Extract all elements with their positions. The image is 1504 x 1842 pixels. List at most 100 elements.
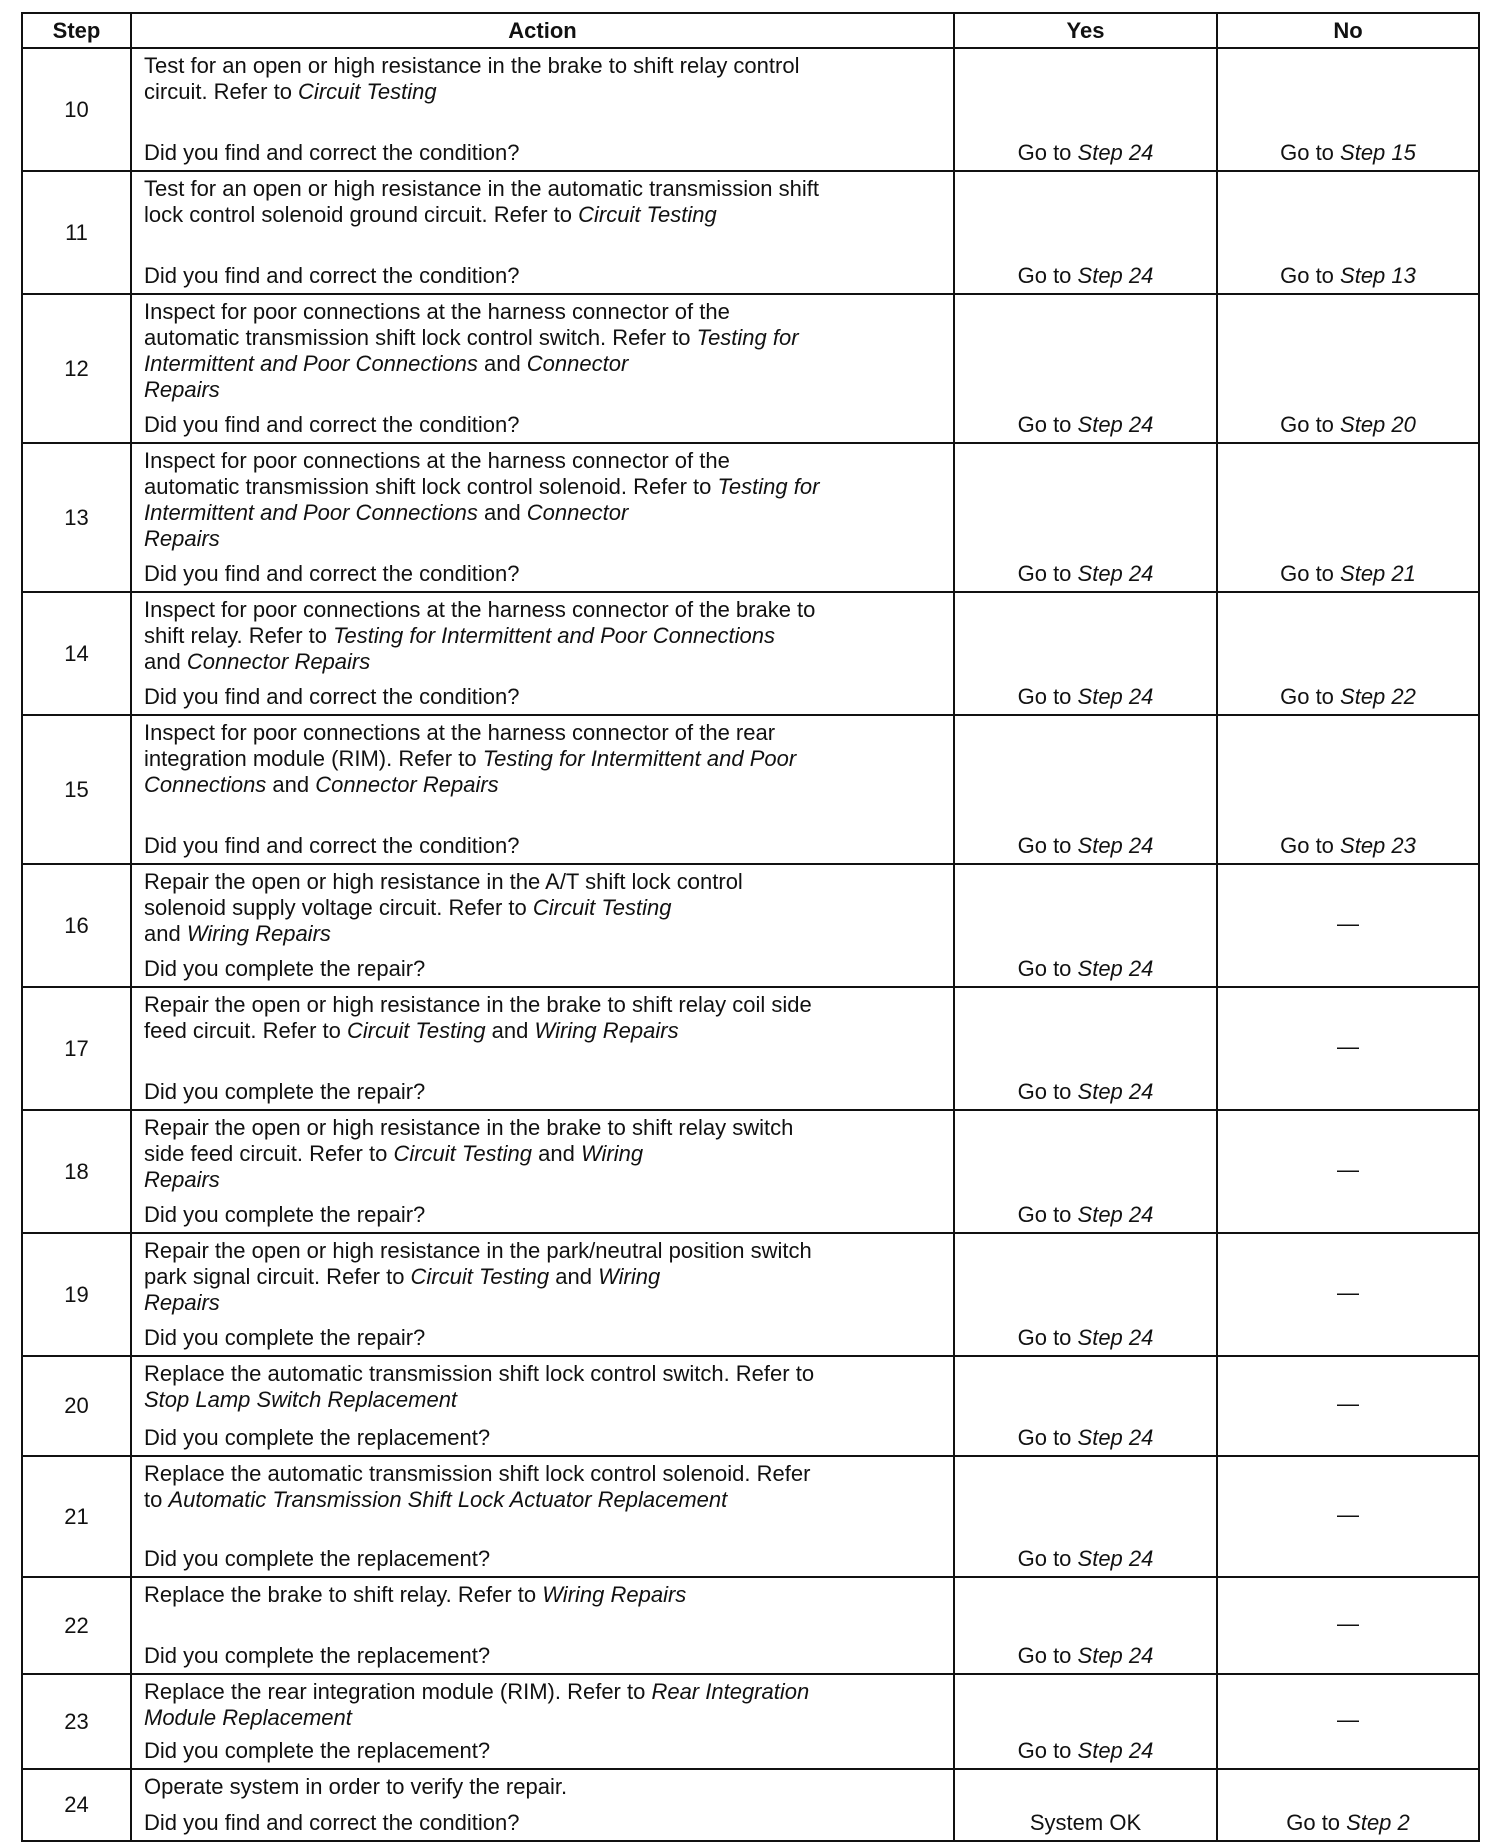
reference-link[interactable]: Step 23 [1340, 833, 1416, 858]
reference-link[interactable]: Repairs [144, 1167, 220, 1192]
step-number: 15 [21, 714, 132, 865]
yes-result: Go to Step 24 [953, 714, 1218, 865]
reference-link[interactable]: Step 24 [1077, 1643, 1154, 1668]
yes-result: Go to Step 24 [953, 1232, 1218, 1357]
text: Repair the open or high resistance in th… [144, 992, 812, 1017]
reference-link[interactable]: Step 24 [1077, 1738, 1154, 1763]
reference-link[interactable]: Repairs [144, 1290, 220, 1315]
text: Go to [1017, 140, 1078, 165]
reference-link[interactable]: Wiring Repairs [186, 921, 331, 946]
action-line: Repairs [144, 1167, 943, 1193]
reference-link[interactable]: Circuit Testing [298, 79, 437, 104]
reference-link[interactable]: Step 2 [1346, 1810, 1410, 1835]
step-number: 23 [21, 1673, 132, 1770]
no-result: — [1216, 1232, 1480, 1357]
no-result: Go to Step 23 [1216, 714, 1480, 865]
text: lock control solenoid ground circuit. Re… [144, 202, 579, 227]
step-number: 16 [21, 863, 132, 988]
reference-link[interactable]: Testing for Intermittent and Poor [482, 746, 797, 771]
text: — [1337, 1033, 1359, 1059]
no-result: — [1216, 1355, 1480, 1457]
table-row: 22 Replace the brake to shift relay. Refe… [21, 1576, 1480, 1675]
reference-link[interactable]: Step 24 [1077, 1325, 1154, 1350]
reference-link[interactable]: Rear Integration [651, 1679, 810, 1704]
reference-link[interactable]: Step 24 [1077, 956, 1154, 981]
text: — [1337, 910, 1359, 936]
yes-result: Go to Step 24 [953, 1455, 1218, 1578]
reference-link[interactable]: Wiring [598, 1264, 661, 1289]
table-row: 23 Replace the rear integration module (R… [21, 1673, 1480, 1770]
action-line: Repairs [144, 1290, 943, 1316]
reference-link[interactable]: Connections [144, 772, 267, 797]
reference-link[interactable]: Wiring Repairs [542, 1582, 687, 1607]
action-instructions: Test for an open or high resistance in t… [144, 176, 943, 228]
action-line: Repairs [144, 526, 943, 552]
reference-link[interactable]: Automatic Transmission Shift Lock Actuat… [168, 1487, 728, 1512]
reference-link[interactable]: Connector [526, 351, 629, 376]
reference-link[interactable]: Step 24 [1077, 1079, 1154, 1104]
reference-link[interactable]: Step 24 [1077, 140, 1154, 165]
reference-link[interactable]: Circuit Testing [393, 1141, 533, 1166]
action-question: Did you complete the repair? [144, 1325, 426, 1350]
text: Go to [1280, 684, 1341, 709]
reference-link[interactable]: Stop Lamp Switch Replacement [144, 1387, 458, 1412]
text: and [477, 500, 527, 525]
action-line: and Wiring Repairs [144, 921, 943, 947]
text: Go to [1280, 412, 1341, 437]
reference-link[interactable]: Testing for Intermittent and Poor Connec… [333, 623, 775, 648]
reference-link[interactable]: Step 15 [1340, 140, 1416, 165]
reference-link[interactable]: Repairs [144, 377, 220, 402]
reference-link[interactable]: Testing for [717, 474, 820, 499]
reference-link[interactable]: Connector Repairs [315, 772, 499, 797]
reference-link[interactable]: Step 13 [1340, 263, 1416, 288]
header-step: Step [21, 12, 132, 49]
reference-link[interactable]: Step 21 [1340, 561, 1416, 586]
text: Inspect for poor connections at the harn… [144, 597, 816, 622]
text: Inspect for poor connections at the harn… [144, 299, 730, 324]
action-line: Replace the brake to shift relay. Refer … [144, 1582, 943, 1608]
table-row: 14 Inspect for poor connections at the ha… [21, 591, 1480, 716]
yes-result: Go to Step 24 [953, 1576, 1218, 1675]
reference-link[interactable]: Circuit Testing [578, 202, 717, 227]
reference-link[interactable]: Intermittent and Poor Connections [144, 500, 478, 525]
action-line: Replace the automatic transmission shift… [144, 1461, 943, 1487]
no-result: — [1216, 1673, 1480, 1770]
reference-link[interactable]: Circuit Testing [346, 1018, 486, 1043]
action-question: Did you find and correct the condition? [144, 263, 520, 288]
reference-link[interactable]: Wiring Repairs [534, 1018, 679, 1043]
reference-link[interactable]: Circuit Testing [532, 895, 672, 920]
reference-link[interactable]: Step 24 [1077, 561, 1154, 586]
reference-link[interactable]: Wiring [580, 1141, 644, 1166]
reference-link[interactable]: Step 20 [1340, 412, 1416, 437]
reference-link[interactable]: Connector Repairs [186, 649, 371, 674]
reference-link[interactable]: Step 24 [1077, 1425, 1154, 1450]
reference-link[interactable]: Step 24 [1077, 412, 1154, 437]
text: Replace the automatic transmission shift… [144, 1361, 815, 1386]
step-number: 18 [21, 1109, 132, 1234]
header-no: No [1216, 12, 1480, 49]
reference-link[interactable]: Intermittent and Poor Connections [144, 351, 478, 376]
reference-link[interactable]: Module Replacement [144, 1705, 352, 1730]
action-line: Inspect for poor connections at the harn… [144, 597, 943, 623]
reference-link[interactable]: Connector [526, 500, 629, 525]
action-line: automatic transmission shift lock contro… [144, 325, 943, 351]
action-question: Did you complete the replacement? [144, 1738, 491, 1763]
action-instructions: Repair the open or high resistance in th… [144, 992, 943, 1044]
reference-link[interactable]: Step 24 [1077, 1202, 1154, 1227]
reference-link[interactable]: Step 24 [1077, 833, 1154, 858]
reference-link[interactable]: Circuit Testing [410, 1264, 550, 1289]
action-cell: Inspect for poor connections at the harn… [130, 442, 955, 593]
yes-result: Go to Step 24 [953, 1355, 1218, 1457]
text: Go to [1280, 263, 1341, 288]
action-cell: Repair the open or high resistance in th… [130, 863, 955, 988]
reference-link[interactable]: Repairs [144, 526, 220, 551]
yes-result: Go to Step 24 [953, 293, 1218, 444]
no-result: Go to Step 15 [1216, 47, 1480, 172]
action-cell: Repair the open or high resistance in th… [130, 1109, 955, 1234]
reference-link[interactable]: Step 22 [1340, 684, 1416, 709]
table-row: 17 Repair the open or high resistance in … [21, 986, 1480, 1111]
reference-link[interactable]: Step 24 [1077, 684, 1154, 709]
reference-link[interactable]: Step 24 [1077, 1546, 1154, 1571]
reference-link[interactable]: Testing for [696, 325, 799, 350]
reference-link[interactable]: Step 24 [1077, 263, 1154, 288]
